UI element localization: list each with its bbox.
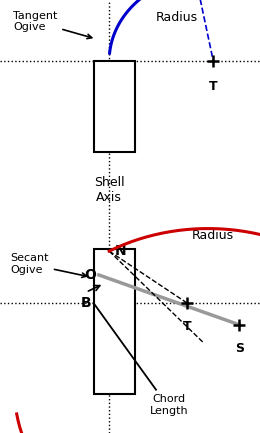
Text: Tangent
Ogive: Tangent Ogive bbox=[13, 11, 92, 39]
Text: T: T bbox=[209, 80, 218, 93]
Bar bbox=[94, 249, 135, 394]
Text: Chord
Length: Chord Length bbox=[150, 394, 188, 416]
Text: Radius: Radius bbox=[156, 11, 198, 24]
Text: N: N bbox=[114, 244, 126, 258]
Text: Radius: Radius bbox=[192, 229, 234, 242]
Text: Secant
Ogive: Secant Ogive bbox=[10, 253, 87, 278]
Text: Shell
Axis: Shell Axis bbox=[94, 175, 125, 204]
Text: B: B bbox=[80, 296, 91, 310]
Text: S: S bbox=[235, 342, 244, 355]
Text: T: T bbox=[183, 320, 192, 333]
Bar bbox=[94, 61, 135, 152]
Text: O: O bbox=[84, 268, 96, 282]
